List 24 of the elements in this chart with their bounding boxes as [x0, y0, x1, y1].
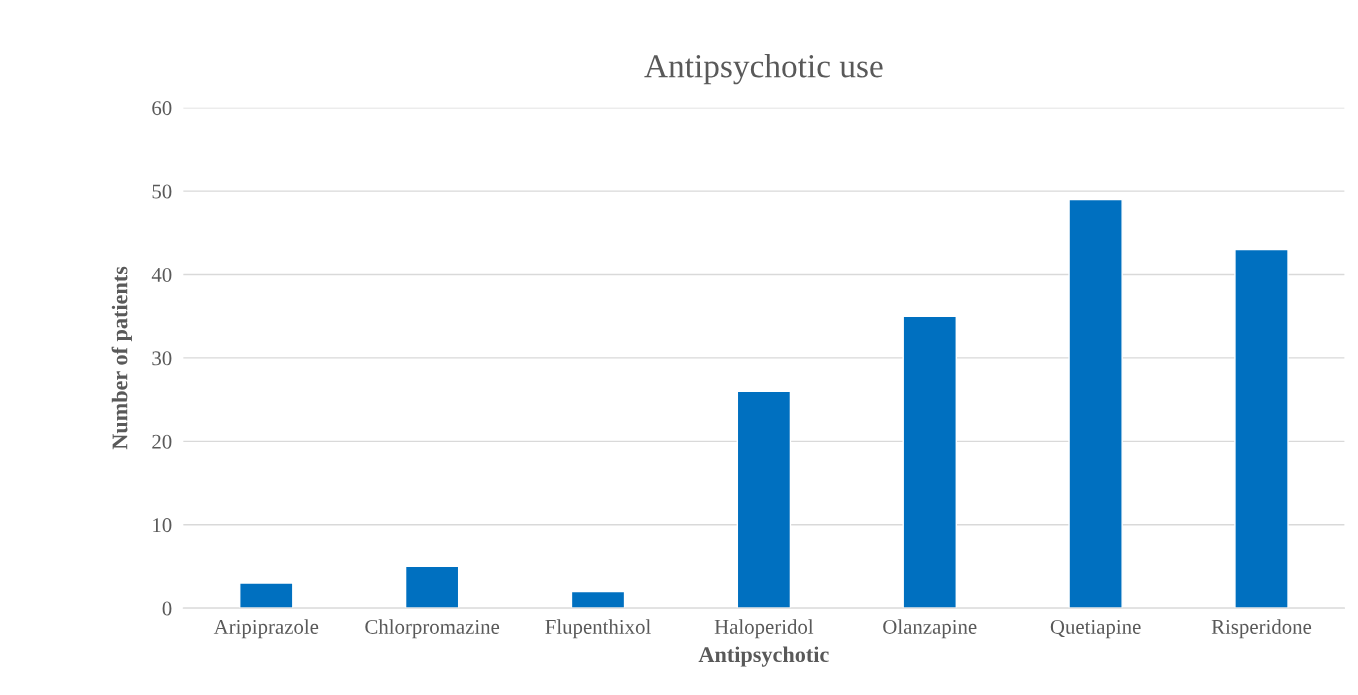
y-tick-label: 20 — [152, 434, 172, 449]
y-tick-label: 10 — [153, 518, 172, 533]
y-tick-label: 40 — [151, 267, 172, 282]
x-tick-label: Risperidone — [1211, 619, 1312, 639]
x-tick-label: Haloperidol — [714, 619, 814, 639]
x-tick-label: Olanzapine — [883, 619, 977, 639]
x-tick-label: Flupenthixol — [545, 619, 651, 639]
bar — [404, 565, 460, 609]
y-tick-label: 60 — [152, 101, 172, 116]
y-axis-title: Number of patients — [111, 266, 132, 450]
y-tick-label: 0 — [162, 601, 172, 616]
bar — [1068, 198, 1123, 609]
chart-title: Antipsychotic use — [644, 54, 883, 85]
bar — [570, 590, 626, 609]
x-tick-label: Quetiapine — [1050, 619, 1141, 639]
x-axis-title: Antipsychotic — [698, 646, 829, 667]
x-tick-label: Aripiprazole — [213, 619, 319, 639]
bar — [902, 315, 957, 609]
bar — [736, 390, 792, 609]
y-tick-label: 50 — [152, 184, 172, 199]
bar — [239, 582, 294, 609]
bar — [1234, 248, 1289, 609]
x-tick-label: Chlorpromazine — [365, 619, 500, 639]
y-tick-label: 30 — [152, 351, 172, 366]
